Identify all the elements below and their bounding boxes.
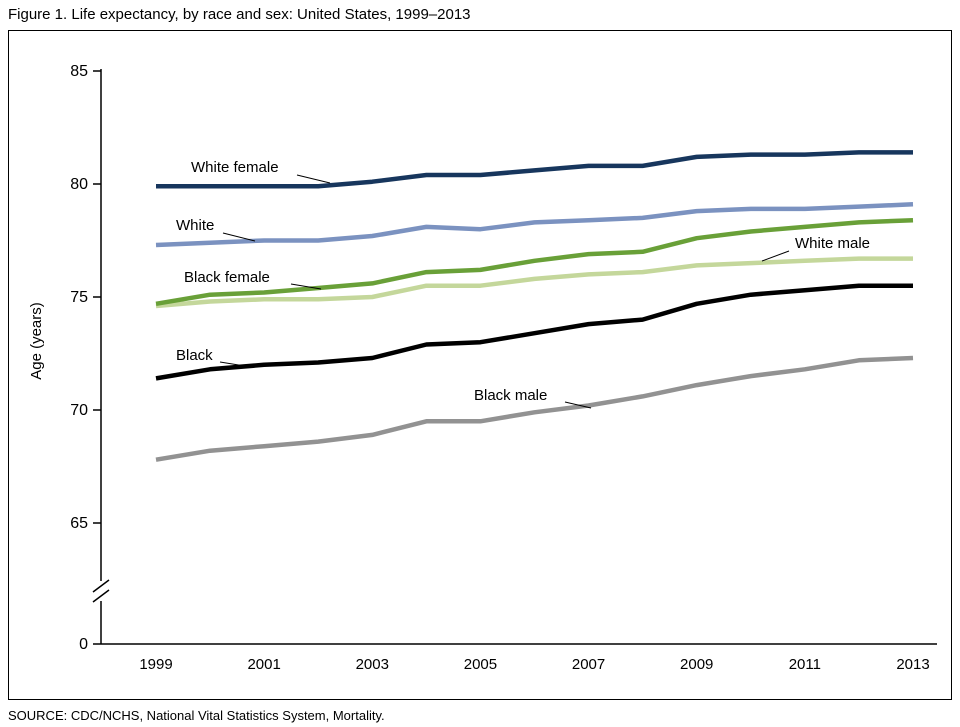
y-tick-label: 70 [70, 402, 88, 419]
axis-break-mark [92, 589, 110, 603]
series-label-white: White [176, 217, 214, 234]
x-tick-label: 2005 [464, 656, 497, 673]
series-label-black-male: Black male [474, 387, 547, 404]
series-leader-black [219, 361, 252, 368]
axis-break-mark [92, 579, 110, 593]
y-tick-label: 80 [70, 176, 88, 193]
series-label-white-female: White female [191, 159, 279, 176]
series-label-black-female: Black female [184, 269, 270, 286]
series-line-white-female [156, 150, 913, 189]
y-tick-label: 65 [70, 515, 88, 532]
y-axis-title: Age (years) [28, 302, 45, 380]
series-line-black [155, 283, 913, 381]
series-leader-white [222, 232, 256, 242]
y-tick-label: 0 [79, 636, 88, 653]
x-tick-label: 2013 [896, 656, 929, 673]
x-tick-label: 2003 [356, 656, 389, 673]
series-leader-black-male [564, 401, 592, 409]
x-tick-label: 2007 [572, 656, 605, 673]
chart-area: 0 65 70 75 80 85 Age (years) 1999 2001 2003 2005 20… [8, 30, 952, 700]
x-tick-label: 2011 [789, 656, 821, 673]
series-line-black-female [155, 217, 914, 307]
line-chart: 0 65 70 75 80 85 Age (years) 1999 2001 2003 2005 20… [28, 63, 937, 673]
series-leader-white-male [761, 250, 790, 262]
axis-break-gap [96, 581, 106, 601]
series-line-white-male [155, 256, 913, 309]
x-tick-label: 1999 [139, 656, 172, 673]
figure-title: Figure 1. Life expectancy, by race and s… [8, 6, 471, 23]
y-tick-label: 85 [70, 63, 88, 80]
series-line-white [155, 202, 914, 248]
series-label-white-male: White male [795, 235, 870, 252]
series-line-black-male [155, 355, 914, 462]
series-leader-white-female [296, 174, 331, 184]
series-leader-black-female [290, 283, 322, 290]
series-label-black: Black [176, 347, 213, 364]
x-tick-label: 2001 [247, 656, 280, 673]
x-tick-label: 2009 [680, 656, 713, 673]
y-tick-label: 75 [70, 289, 88, 306]
source-note: SOURCE: CDC/NCHS, National Vital Statist… [8, 708, 385, 723]
